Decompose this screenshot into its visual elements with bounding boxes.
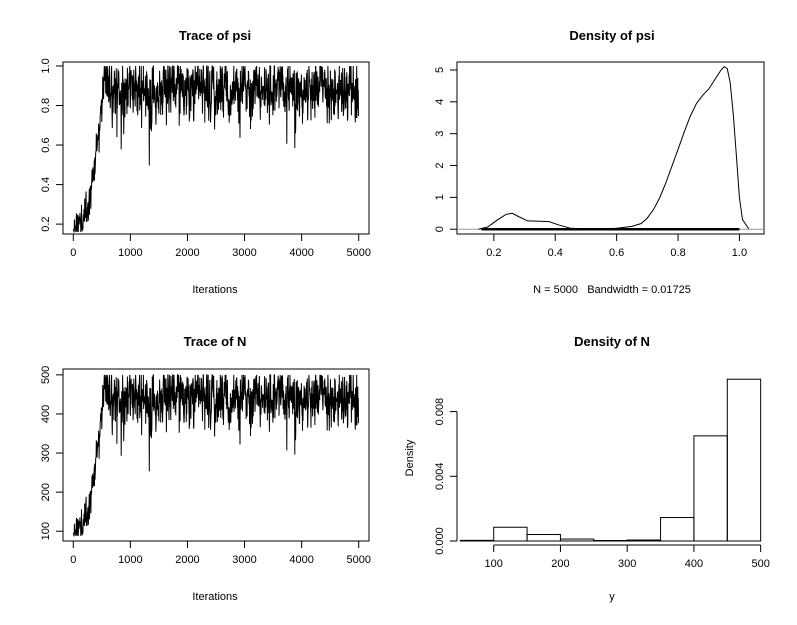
density-curve	[478, 66, 750, 230]
density-series	[457, 66, 764, 231]
histogram-bar	[593, 540, 628, 542]
x-axis: 100 200 300 400 500	[485, 544, 770, 570]
x-tick-label: 0	[70, 554, 76, 566]
trace-series	[72, 373, 359, 537]
x-tick-label: 200	[551, 558, 569, 570]
x-axis-label: Iterations	[192, 284, 238, 296]
x-tick-label: 2000	[175, 247, 199, 259]
histogram-bar	[526, 534, 561, 542]
y-tick-label: 1.0	[40, 58, 52, 73]
y-tick-label: 3	[434, 131, 446, 137]
x-tick-label: 3000	[232, 247, 256, 259]
y-tick-label: 0	[434, 226, 446, 232]
x-tick-label: 2000	[175, 554, 199, 566]
panel-density-n: Density of N 100 200 300 400 500 0.0000.0040…	[404, 334, 770, 603]
x-tick-label: 0.4	[548, 247, 563, 259]
histogram-bar	[559, 538, 595, 542]
histogram-bar	[493, 526, 528, 542]
trace-line	[72, 64, 359, 233]
trace-line	[72, 373, 359, 537]
x-axis: 0.2 0.4 0.6 0.8 1.0	[486, 233, 747, 259]
x-axis-label: N = 5000 Bandwidth = 0.01725	[533, 284, 691, 296]
panel-trace-n: Trace of N 0 1000 2000 3000 4000 5000 100 200 3…	[40, 334, 371, 603]
y-tick-label: 0.4	[40, 177, 52, 192]
x-axis: 0 1000 2000 3000 4000 5000	[70, 233, 371, 259]
y-tick-label: 5	[434, 67, 446, 73]
y-tick-label: 4	[434, 99, 446, 105]
chart-title: Density of N	[574, 334, 650, 349]
x-tick-label: 5000	[346, 554, 370, 566]
x-tick-label: 1.0	[732, 247, 747, 259]
y-tick-label: 2	[434, 162, 446, 168]
y-tick-label: 400	[40, 405, 52, 423]
trace-series	[72, 64, 359, 233]
x-tick-label: 4000	[289, 247, 313, 259]
x-tick-label: 0.2	[486, 247, 501, 259]
histogram-bar	[726, 378, 762, 542]
x-tick-label: 5000	[346, 247, 370, 259]
x-tick-label: 100	[485, 558, 503, 570]
histogram-bar	[459, 539, 495, 542]
y-tick-label: 300	[40, 444, 52, 462]
x-tick-label: 1000	[118, 247, 142, 259]
y-tick-label: 500	[40, 366, 52, 384]
y-axis: 0 1 2 3 4 5	[434, 67, 458, 232]
y-tick-label: 1	[434, 194, 446, 200]
y-tick-label: 100	[40, 522, 52, 540]
y-tick-label: 200	[40, 483, 52, 501]
x-tick-label: 300	[618, 558, 636, 570]
y-tick-label: 0.6	[40, 137, 52, 152]
y-axis-label: Density	[404, 439, 416, 476]
x-tick-label: 1000	[118, 554, 142, 566]
x-tick-label: 400	[685, 558, 703, 570]
x-tick-label: 500	[751, 558, 769, 570]
y-tick-label: 0.8	[40, 98, 52, 113]
panel-density-psi: Density of psi 0.2 0.4 0.6 0.8 1.0 0 1 2 3 4 5 N …	[434, 28, 765, 296]
histogram-bar	[660, 517, 695, 542]
y-axis: 100 200 300 400 500	[40, 366, 64, 540]
plot-frame	[456, 61, 765, 235]
chart-title: Trace of psi	[179, 28, 251, 43]
y-tick-label: 0.008	[434, 398, 446, 426]
histogram-bar	[626, 539, 662, 542]
x-axis: 0 1000 2000 3000 4000 5000	[70, 540, 371, 566]
x-tick-label: 3000	[232, 554, 256, 566]
panel-trace-psi: Trace of psi 0 1000 2000 3000 4000 5000 0.20.…	[40, 28, 371, 296]
y-axis: 0.000 0.004 0.008	[434, 398, 458, 555]
x-axis-label: y	[609, 591, 615, 603]
y-tick-label: 0.000	[434, 527, 446, 555]
x-tick-label: 0	[70, 247, 76, 259]
x-axis-label: Iterations	[192, 591, 238, 603]
y-tick-label: 0.004	[434, 463, 446, 491]
y-axis: 0.2 0.4 0.6 0.8 1.0	[40, 58, 64, 232]
histogram-bar	[693, 435, 728, 542]
x-tick-label: 0.8	[670, 247, 685, 259]
histogram-bars	[459, 378, 762, 542]
y-tick-label: 0.2	[40, 216, 52, 231]
x-tick-label: 4000	[289, 554, 313, 566]
chart-title: Density of psi	[569, 28, 654, 43]
chart-title: Trace of N	[184, 334, 247, 349]
x-tick-label: 0.6	[609, 247, 624, 259]
